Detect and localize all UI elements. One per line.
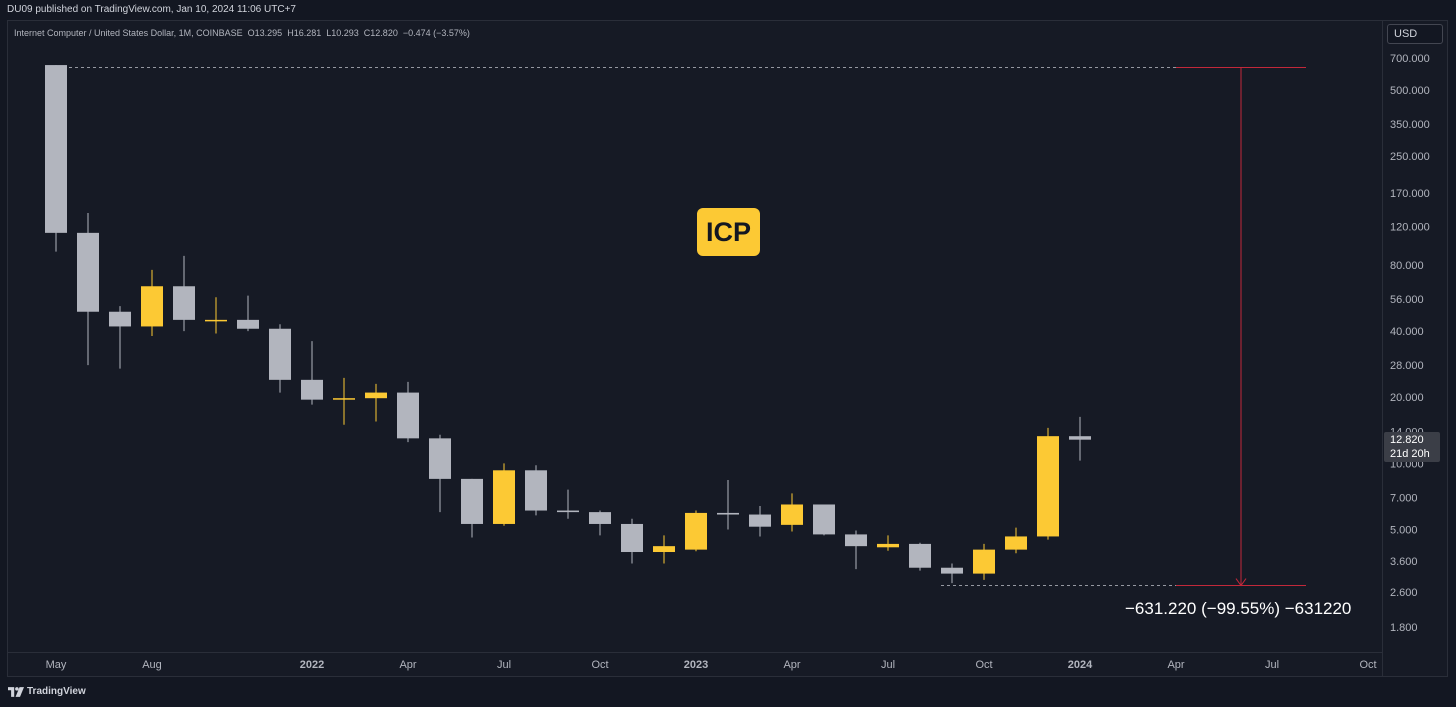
candle-body	[717, 512, 739, 515]
candle-body	[525, 470, 547, 511]
y-tick-label: 20.000	[1390, 392, 1424, 404]
symbol-legend: Internet Computer / United States Dollar…	[14, 28, 470, 38]
candle-body	[397, 392, 419, 439]
candle-body	[557, 510, 579, 513]
y-tick-label: 7.000	[1390, 492, 1418, 504]
y-tick-label: 120.000	[1390, 221, 1430, 233]
low-value: 10.293	[331, 28, 359, 38]
y-tick-label: 40.000	[1390, 326, 1424, 338]
candle-body	[589, 512, 611, 524]
candle-body	[493, 470, 515, 524]
candle-body	[941, 567, 963, 574]
tradingview-brand[interactable]: TradingView	[27, 686, 86, 697]
candle-body	[333, 398, 355, 400]
candles	[45, 65, 1091, 584]
measure-label: −631.220 (−99.55%) −631220	[1125, 599, 1352, 618]
icp-text-label[interactable]: ICP	[697, 208, 760, 256]
x-tick-label: Apr	[1167, 659, 1184, 671]
x-tick-label: Oct	[591, 659, 608, 671]
y-axis-ticks: 700.000 500.000 350.000 250.000 170.000 120.0…	[1390, 53, 1430, 634]
candle-body	[973, 549, 995, 574]
candle-body	[365, 392, 387, 399]
y-tick-label: 56.000	[1390, 294, 1424, 306]
x-tick-label: Jul	[881, 659, 895, 671]
candle-body	[237, 319, 259, 329]
x-tick-label: May	[46, 659, 67, 671]
y-tick-label: 250.000	[1390, 151, 1430, 163]
y-tick-label: 350.000	[1390, 119, 1430, 131]
low-label: L	[326, 28, 332, 38]
high-value: 16.281	[293, 28, 322, 38]
y-tick-label: 28.000	[1390, 360, 1424, 372]
candle-body	[653, 546, 675, 553]
x-axis-ticks: May Aug 2022 Apr Jul Oct 2023 Apr Jul Oct 2024 Apr J…	[46, 659, 1377, 671]
open-label: O	[247, 28, 255, 38]
time-axis-divider	[7, 652, 1383, 653]
tradingview-logo-icon[interactable]	[8, 687, 24, 697]
x-tick-label: 2024	[1068, 659, 1093, 671]
close-value: 12.820	[370, 28, 398, 38]
bar-countdown: 21d 20h	[1390, 448, 1430, 460]
candle-body	[685, 512, 707, 550]
x-tick-label: 2023	[684, 659, 708, 671]
change-value: −0.474 (−3.57%)	[402, 28, 470, 38]
footer	[0, 677, 1456, 707]
candle-body	[909, 543, 931, 568]
y-tick-label: 500.000	[1390, 85, 1430, 97]
guide-lines	[45, 66, 1176, 587]
candle-body	[781, 504, 803, 525]
close-label: C	[363, 28, 371, 38]
candle-body	[877, 543, 899, 548]
candle-body	[845, 534, 867, 547]
candle-body	[621, 523, 643, 553]
currency-selector[interactable]: USD	[1387, 24, 1443, 44]
measure-tool	[1176, 66, 1306, 587]
symbol-name: Internet Computer / United States Dollar…	[14, 28, 243, 38]
candle-body	[749, 514, 771, 527]
candle-body	[1037, 436, 1059, 537]
candle-body	[173, 286, 195, 320]
candle-body	[77, 232, 99, 312]
x-tick-label: Jul	[497, 659, 511, 671]
candle-body	[301, 379, 323, 400]
last-price-value: 12.820	[1390, 434, 1424, 446]
candle-body	[1005, 536, 1027, 550]
chart-frame[interactable]	[7, 20, 1448, 677]
price-axis-divider	[1382, 20, 1383, 677]
x-tick-label: 2022	[300, 659, 324, 671]
y-tick-label: 3.600	[1390, 556, 1418, 568]
candle-body	[205, 319, 227, 322]
candle-body	[109, 311, 131, 327]
x-tick-label: Oct	[975, 659, 992, 671]
top-bar: DU09 published on TradingView.com, Jan 1…	[0, 0, 1456, 20]
measure-arrow-icon	[1235, 578, 1247, 587]
x-tick-label: Aug	[142, 659, 162, 671]
y-tick-label: 2.600	[1390, 587, 1418, 599]
publisher-info: DU09 published on TradingView.com, Jan 1…	[7, 4, 296, 15]
candle-body	[269, 328, 291, 380]
candle-body	[429, 438, 451, 479]
candle-body	[1069, 436, 1091, 440]
x-tick-label: Oct	[1359, 659, 1376, 671]
high-label: H	[287, 28, 294, 38]
candle-body	[141, 286, 163, 327]
y-tick-label: 1.800	[1390, 622, 1418, 634]
candle-body	[45, 65, 67, 233]
candle-body	[461, 478, 483, 524]
x-tick-label: Jul	[1265, 659, 1279, 671]
y-tick-label: 170.000	[1390, 188, 1430, 200]
x-tick-label: Apr	[783, 659, 800, 671]
open-value: 13.295	[254, 28, 283, 38]
x-tick-label: Apr	[399, 659, 416, 671]
last-price-label: 12.820 21d 20h	[1384, 432, 1440, 462]
y-tick-label: 5.000	[1390, 525, 1418, 537]
candle-body	[813, 504, 835, 535]
y-tick-label: 80.000	[1390, 260, 1424, 272]
y-tick-label: 700.000	[1390, 53, 1430, 65]
